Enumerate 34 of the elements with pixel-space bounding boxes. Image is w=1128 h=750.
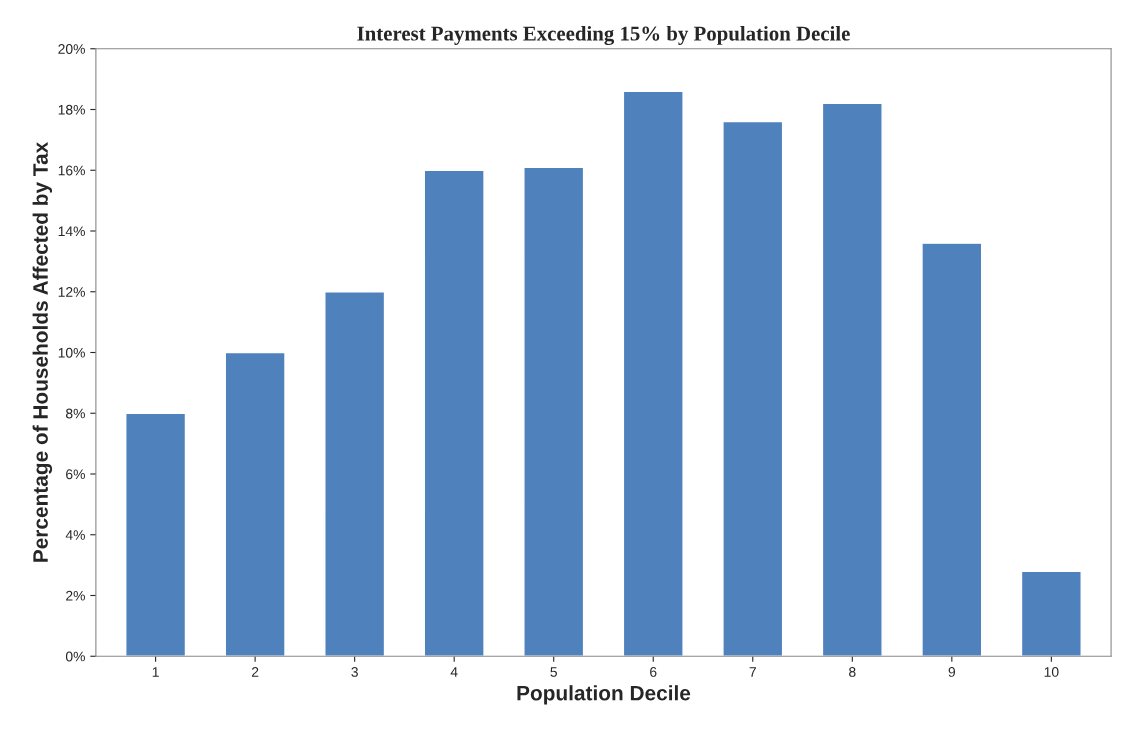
bar [125,412,187,657]
x-tick-label: 4 [450,667,458,677]
bar [722,120,784,657]
x-tick-label: 2 [251,667,259,677]
bar [423,169,485,657]
y-tick-label: 6% [66,469,85,480]
x-tick-label: 10 [1044,667,1059,677]
y-tick-label: 12% [58,287,85,297]
y-axis-title: Percentage of Households Affected by Tax [32,141,53,562]
y-tick-label: 20% [58,44,85,54]
x-tick-label: 6 [650,667,657,677]
x-axis-title: Population Decile [517,685,691,705]
x-tick-label: 5 [550,667,557,677]
y-tick-label: 16% [58,165,85,176]
y-tick-label: 10% [58,347,85,358]
bar [224,351,286,657]
x-tick-label: 8 [849,667,856,677]
y-tick-label: 18% [58,104,85,115]
y-tick-label: 8% [65,408,85,419]
y-tick-label: 14% [58,226,85,237]
x-tick-label: 7 [749,667,756,677]
bar [324,291,386,657]
bar [523,166,585,657]
x-tick-label: 1 [152,667,159,677]
x-tick-label: 3 [351,667,358,677]
bar [921,242,983,657]
y-tick-label: 2% [66,590,85,601]
chart-title: Interest Payments Exceeding 15% by Population Decile [357,25,850,46]
bar [821,102,883,657]
x-tick-label: 9 [948,667,956,677]
y-tick-label: 4% [65,530,85,540]
bar [622,90,684,657]
y-tick-label: 0% [65,651,85,662]
bar [1020,570,1082,657]
